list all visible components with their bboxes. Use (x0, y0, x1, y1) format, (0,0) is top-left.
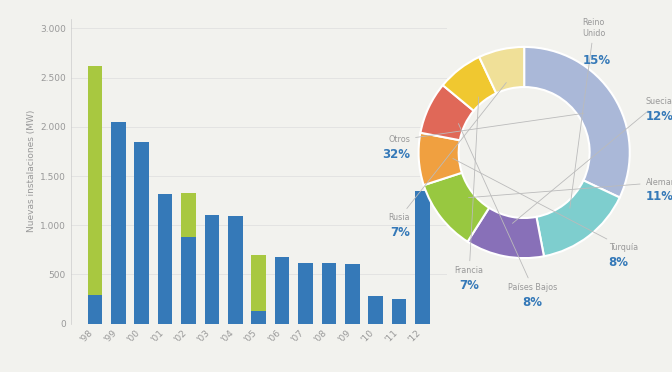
Wedge shape (424, 173, 489, 242)
Text: Rusia: Rusia (388, 83, 506, 222)
Bar (158, 194, 173, 324)
Bar (228, 217, 243, 324)
Bar (392, 299, 407, 324)
Text: 11%: 11% (646, 190, 672, 203)
Text: Países Bajos: Países Bajos (458, 124, 557, 292)
Wedge shape (421, 85, 474, 140)
Wedge shape (419, 133, 462, 185)
Text: Turquía: Turquía (453, 158, 638, 252)
Bar (415, 191, 430, 324)
Y-axis label: Nuevas instalaciones (MW): Nuevas instalaciones (MW) (27, 110, 36, 232)
Bar (251, 311, 266, 324)
Text: Alemania: Alemania (468, 177, 672, 198)
Text: 8%: 8% (609, 256, 628, 269)
Text: 15%: 15% (582, 54, 610, 67)
Wedge shape (443, 57, 497, 111)
Bar (87, 295, 102, 324)
Bar (298, 263, 312, 324)
Text: 8%: 8% (523, 296, 542, 309)
Wedge shape (536, 180, 620, 256)
Wedge shape (479, 47, 524, 93)
Text: Suecia: Suecia (513, 97, 672, 223)
Text: 7%: 7% (390, 226, 410, 239)
Bar (87, 66, 102, 295)
Text: 7%: 7% (459, 279, 479, 292)
Wedge shape (524, 47, 630, 198)
Bar (111, 122, 126, 324)
Text: 12%: 12% (646, 110, 672, 123)
Text: Reino
Unido: Reino Unido (570, 18, 605, 208)
Bar (345, 264, 360, 324)
Wedge shape (468, 208, 544, 258)
Text: 32%: 32% (382, 148, 410, 161)
Text: Francia: Francia (455, 97, 484, 275)
Bar (251, 255, 266, 311)
Bar (322, 263, 336, 324)
Bar (181, 237, 196, 324)
Bar (368, 296, 383, 324)
Bar (181, 193, 196, 237)
Text: Otros: Otros (388, 113, 584, 144)
Bar (275, 257, 290, 324)
Bar (205, 215, 219, 324)
Bar (134, 142, 149, 324)
